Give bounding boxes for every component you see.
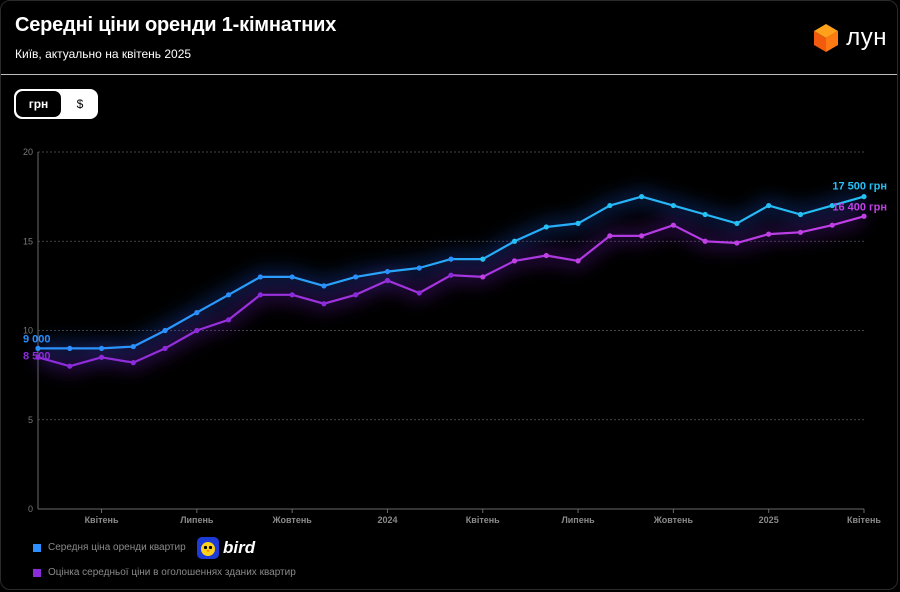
- bird-text: bird: [223, 538, 256, 557]
- currency-toggle: грн $: [14, 89, 98, 119]
- data-point: [448, 256, 454, 262]
- data-point: [226, 292, 232, 298]
- data-point: [130, 343, 136, 350]
- series-end-label: 16 400 грн: [832, 201, 887, 213]
- legend-swatch-rented-estimate: [33, 568, 41, 577]
- data-point: [639, 194, 645, 200]
- legend-swatch-avg-rent: [33, 543, 41, 552]
- x-tick-label: Липень: [180, 515, 214, 525]
- data-point: [448, 272, 454, 278]
- x-tick-label: Квітень: [85, 515, 119, 525]
- data-point: [766, 231, 772, 237]
- data-point: [289, 292, 295, 298]
- x-tick-label: Жовтень: [653, 515, 694, 525]
- data-point: [734, 240, 740, 246]
- data-point: [797, 229, 804, 235]
- data-point: [67, 345, 73, 351]
- data-point: [797, 211, 804, 218]
- series-group: [35, 194, 867, 369]
- data-point: [607, 233, 613, 239]
- data-point: [162, 345, 168, 351]
- x-tick-label: Квітень: [847, 515, 881, 525]
- x-tick-label: Жовтень: [271, 515, 312, 525]
- data-point: [98, 354, 105, 360]
- data-point: [607, 202, 613, 209]
- data-point: [35, 345, 41, 351]
- data-point: [384, 268, 391, 275]
- data-point: [575, 220, 581, 226]
- data-point: [35, 354, 41, 360]
- y-tick-label: 0: [28, 504, 33, 514]
- data-point: [734, 220, 740, 226]
- chart-labels: 9 000 17 500 грн 8 500 16 400 грн: [23, 181, 887, 363]
- y-tick-label: 20: [23, 147, 33, 157]
- data-point: [480, 274, 486, 280]
- legend-item-avg-rent: Середня ціна оренди квартир: [33, 542, 186, 553]
- logo-text: лун: [846, 24, 887, 51]
- data-point: [416, 290, 422, 296]
- legend-item-rented-estimate: Оцінка середньої ціни в оголошеннях здан…: [33, 567, 296, 578]
- data-point: [226, 317, 232, 323]
- data-point: [257, 274, 263, 280]
- data-point: [861, 194, 867, 200]
- series-start-label: 9 000: [23, 333, 51, 345]
- data-point: [766, 202, 772, 209]
- currency-uah-button[interactable]: грн: [16, 91, 61, 117]
- data-point: [321, 283, 327, 289]
- data-point: [289, 274, 295, 280]
- currency-usd-button[interactable]: $: [76, 97, 84, 111]
- lun-logo[interactable]: лун: [813, 23, 887, 53]
- data-point: [670, 222, 676, 228]
- series-start-label: 8 500: [23, 350, 51, 362]
- data-point: [702, 211, 708, 218]
- data-point: [543, 224, 549, 230]
- data-point: [384, 277, 391, 284]
- data-point: [194, 327, 200, 334]
- x-tick-label: 2024: [377, 515, 397, 525]
- x-tick-label: 2025: [759, 515, 779, 525]
- data-point: [829, 202, 835, 209]
- chart-grid: 0 5 10 15 20 Квітень Липень Жовтень 2024 Квітень Л…: [23, 147, 881, 525]
- data-point: [98, 345, 105, 351]
- y-tick-label: 15: [23, 236, 33, 246]
- x-tick-label: Квітень: [466, 515, 500, 525]
- data-point: [543, 252, 549, 259]
- data-point: [162, 327, 168, 334]
- series-end-label: 17 500 грн: [832, 181, 887, 193]
- data-point: [67, 363, 73, 369]
- y-tick-label: 10: [23, 326, 33, 336]
- data-point: [511, 238, 518, 244]
- y-tick-label: 5: [28, 415, 33, 425]
- x-tick-label: Липень: [561, 515, 595, 525]
- legend-label-avg-rent: Середня ціна оренди квартир: [48, 542, 186, 553]
- data-point: [321, 301, 327, 307]
- bird-icon: [197, 537, 219, 559]
- data-point: [639, 233, 645, 239]
- data-point: [480, 256, 486, 262]
- legend-label-rented-estimate: Оцінка середньої ціни в оголошеннях здан…: [48, 567, 296, 578]
- header: Середні ціни оренди 1-кімнатних Київ, ак…: [1, 1, 897, 75]
- data-point: [511, 258, 518, 264]
- data-point: [353, 274, 359, 280]
- data-point: [257, 292, 263, 298]
- data-point: [861, 213, 867, 219]
- data-point: [670, 202, 676, 209]
- data-point: [416, 265, 422, 271]
- cube-icon: [814, 24, 839, 52]
- data-point: [575, 258, 581, 264]
- page-subtitle: Київ, актуально на квітень 2025: [15, 47, 192, 61]
- data-point: [194, 310, 200, 316]
- bird-logo[interactable]: bird: [197, 536, 255, 560]
- data-point: [829, 222, 835, 228]
- data-point: [353, 292, 359, 298]
- series-glow-line: [36, 209, 866, 374]
- data-point: [702, 238, 708, 244]
- data-point: [130, 360, 136, 366]
- page-title: Середні ціни оренди 1-кімнатних: [15, 14, 337, 36]
